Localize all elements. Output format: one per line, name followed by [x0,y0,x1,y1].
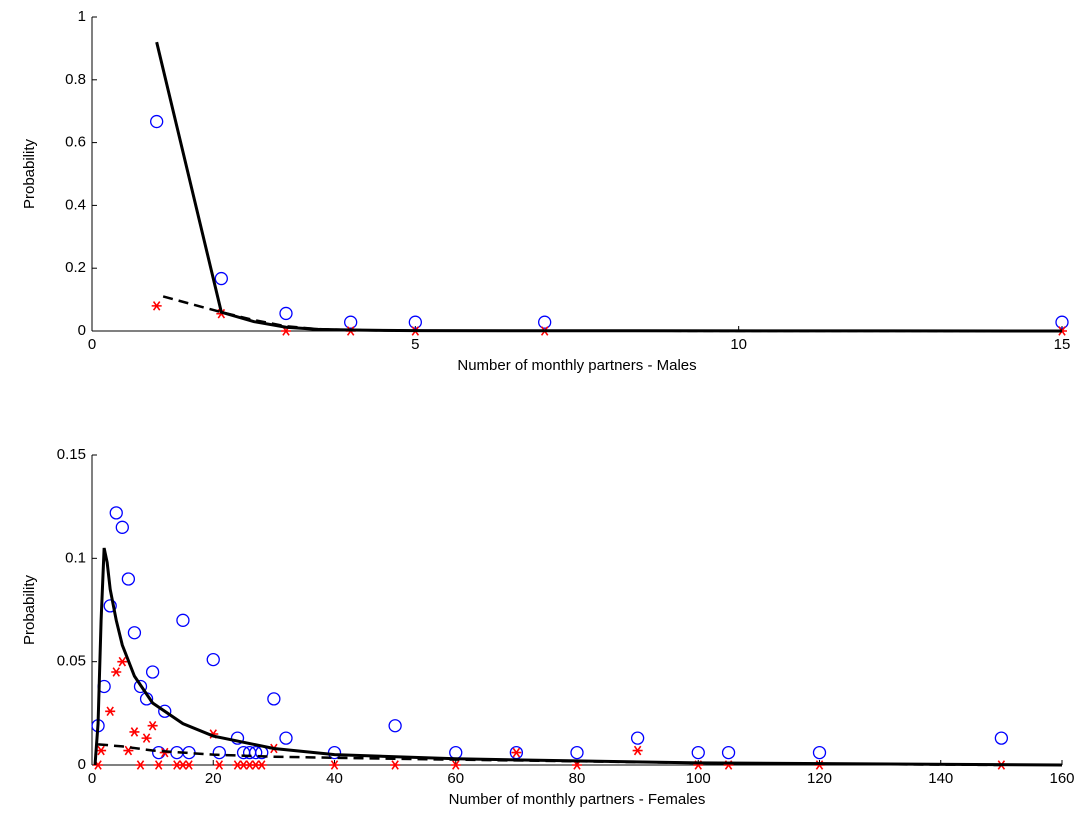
star-marker [141,733,152,743]
star-marker [153,760,164,770]
y-tick-label: 1 [78,8,86,25]
star-marker [390,760,401,770]
x-axis-label: Number of monthly partners - Males [457,357,696,374]
star-marker [214,760,225,770]
x-axis-label: Number of monthly partners - Females [449,791,706,808]
x-tick-label: 100 [686,770,711,787]
circle-marker [176,613,190,627]
circle-marker [206,652,220,667]
circle-marker [408,315,422,329]
y-axis-label: Probability [21,574,38,645]
circle-marker [115,520,129,534]
circle-marker [267,692,281,706]
circle-marker [230,731,245,745]
fit-line [162,295,1063,333]
circle-marker [388,719,402,733]
circle-marker [133,679,148,694]
circle-marker [158,704,172,718]
x-tick-label: 20 [205,770,222,787]
star-marker [147,720,158,731]
y-tick-label: 0.05 [57,653,86,670]
y-tick-label: 0 [78,756,86,773]
fit-line [97,743,1002,767]
circle-marker [279,306,293,321]
star-marker [511,747,522,758]
circle-marker [214,271,228,286]
circle-marker [150,114,164,129]
y-tick-label: 0.2 [65,259,86,276]
x-tick-label: 60 [447,770,464,787]
x-tick-label: 80 [569,770,586,787]
x-tick-label: 0 [88,770,96,787]
star-marker [329,760,340,770]
star-marker [105,706,116,717]
circle-marker [1055,315,1069,329]
y-tick-label: 0 [78,322,86,339]
y-tick-label: 0.4 [65,196,86,213]
y-tick-label: 0.6 [65,134,86,151]
y-tick-label: 0.8 [65,71,86,88]
circle-marker [812,745,827,760]
fit-line [155,41,1063,333]
circle-marker [630,731,645,745]
circle-marker [721,745,736,760]
circle-marker [109,506,123,520]
circle-marker [449,745,463,760]
star-marker [135,760,146,770]
star-marker [256,760,267,770]
x-tick-label: 5 [411,336,419,353]
circle-marker [344,315,358,329]
fit-line [93,547,1063,767]
circle-marker [103,599,117,613]
x-tick-label: 0 [88,336,96,353]
circle-marker [691,745,705,760]
circle-marker [994,731,1009,745]
circle-marker [538,315,552,329]
star-marker [151,301,162,311]
x-tick-label: 10 [730,336,747,353]
circle-marker [127,626,142,640]
x-tick-label: 120 [807,770,832,787]
y-tick-label: 0.15 [57,446,86,463]
star-marker [111,667,122,677]
star-marker [184,760,194,770]
x-tick-label: 140 [928,770,953,787]
x-tick-label: 160 [1049,770,1074,787]
circle-marker [212,745,226,760]
star-marker [129,727,140,737]
x-tick-label: 15 [1054,336,1071,353]
circle-marker [570,745,584,760]
star-marker [96,745,107,756]
circle-marker [249,745,263,760]
y-axis-label: Probability [21,138,38,209]
circle-marker [279,731,293,745]
star-marker [117,656,128,667]
star-marker [632,745,643,756]
circle-marker [145,665,160,679]
y-tick-label: 0.1 [65,549,86,566]
x-tick-label: 40 [326,770,343,787]
star-marker [450,760,461,770]
circle-marker [121,572,136,586]
